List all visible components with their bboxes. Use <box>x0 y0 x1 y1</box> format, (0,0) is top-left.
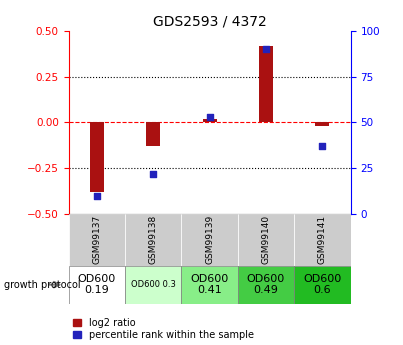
Bar <box>294 266 351 304</box>
Legend: log2 ratio, percentile rank within the sample: log2 ratio, percentile rank within the s… <box>73 318 254 340</box>
Text: GSM99140: GSM99140 <box>262 215 270 264</box>
Text: OD600
0.6: OD600 0.6 <box>303 274 341 295</box>
Point <box>93 193 100 198</box>
Bar <box>146 122 160 146</box>
Bar <box>125 214 181 266</box>
Bar <box>90 122 104 192</box>
Bar <box>69 214 125 266</box>
Bar <box>238 214 294 266</box>
Point <box>319 144 326 149</box>
Point <box>150 171 156 176</box>
Text: GSM99141: GSM99141 <box>318 215 327 264</box>
Text: OD600
0.19: OD600 0.19 <box>78 274 116 295</box>
Point <box>206 114 213 120</box>
Text: GSM99139: GSM99139 <box>205 215 214 264</box>
Text: GSM99137: GSM99137 <box>92 215 101 264</box>
Bar <box>294 214 351 266</box>
Bar <box>181 266 238 304</box>
Bar <box>316 122 330 126</box>
Text: OD600
0.49: OD600 0.49 <box>247 274 285 295</box>
Bar <box>238 266 294 304</box>
Point <box>263 47 269 52</box>
Bar <box>125 266 181 304</box>
Bar <box>203 119 217 122</box>
Bar <box>259 46 273 122</box>
Bar <box>69 266 125 304</box>
Text: OD600
0.41: OD600 0.41 <box>191 274 229 295</box>
Text: OD600 0.3: OD600 0.3 <box>131 280 176 289</box>
Text: GSM99138: GSM99138 <box>149 215 158 264</box>
Bar <box>181 214 238 266</box>
Title: GDS2593 / 4372: GDS2593 / 4372 <box>153 14 266 29</box>
Text: growth protocol: growth protocol <box>4 280 81 289</box>
